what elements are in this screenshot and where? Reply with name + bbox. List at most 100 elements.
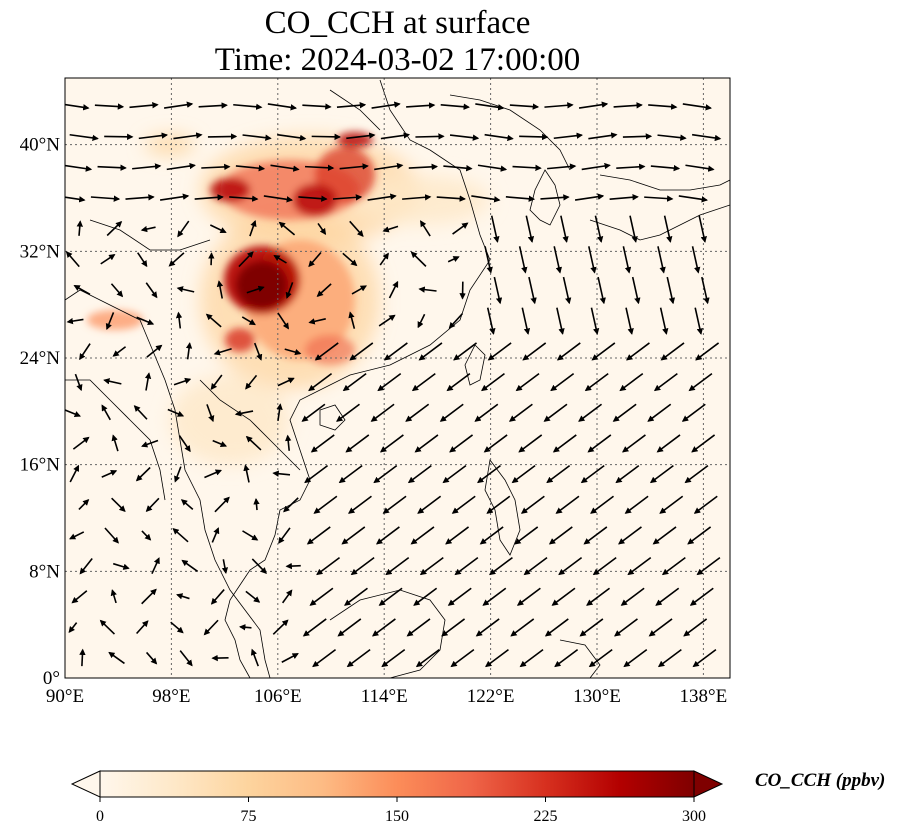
wind-arrow — [666, 276, 676, 305]
wind-arrow — [238, 251, 254, 268]
wind-arrow — [94, 103, 125, 110]
wind-arrow — [663, 215, 673, 243]
wind-arrow — [277, 312, 290, 330]
latitude-ticks: 0° 8°N 16°N 24°N 32°N 40°N — [20, 135, 61, 689]
wind-arrow — [198, 102, 228, 109]
wind-arrow — [211, 527, 220, 543]
wind-arrow — [194, 194, 224, 201]
wind-vectors — [65, 101, 722, 668]
wind-arrow — [550, 372, 575, 392]
wind-arrow — [145, 282, 158, 299]
wind-arrow — [177, 220, 190, 238]
wind-arrow — [647, 403, 672, 422]
wind-arrow — [659, 495, 684, 514]
wind-arrow — [683, 618, 708, 637]
wind-arrow — [597, 276, 606, 305]
wind-arrow — [370, 403, 395, 422]
wind-arrow — [209, 224, 227, 234]
wind-arrow — [212, 439, 228, 448]
wind-arrow — [379, 434, 404, 453]
wind-arrow — [112, 562, 130, 570]
wind-arrow — [474, 403, 499, 422]
wind-arrow — [477, 464, 501, 484]
wind-arrow — [97, 164, 127, 171]
wind-arrow — [481, 372, 505, 392]
wind-arrow — [512, 164, 542, 172]
wind-arrow — [591, 342, 616, 361]
lon-tick-label: 114°E — [361, 686, 408, 707]
wind-arrow — [548, 526, 573, 545]
wind-arrow — [344, 587, 368, 606]
wind-arrow — [313, 495, 338, 514]
coastlines — [65, 79, 730, 678]
wind-arrow — [657, 134, 687, 141]
wind-arrow — [176, 286, 195, 293]
lat-tick-label: 32°N — [20, 241, 61, 262]
wind-arrow — [285, 562, 301, 570]
wind-arrow — [684, 464, 709, 484]
colorbar-tick-label: 225 — [534, 808, 558, 825]
wind-arrow — [406, 618, 431, 637]
wind-arrow — [350, 556, 375, 576]
wind-arrow — [163, 101, 194, 109]
wind-arrow — [652, 526, 677, 545]
wind-arrow — [410, 251, 427, 267]
wind-arrow — [210, 374, 223, 391]
wind-arrow — [685, 164, 715, 172]
wind-arrow — [173, 132, 203, 140]
wind-arrow — [201, 163, 231, 171]
wind-arrow — [285, 282, 294, 299]
wind-arrow — [490, 215, 500, 243]
lon-tick-label: 138°E — [680, 686, 728, 707]
wind-arrow — [518, 434, 543, 453]
wind-arrow — [337, 618, 362, 637]
wind-arrow — [626, 342, 650, 361]
wind-arrow — [523, 556, 548, 576]
wind-arrow — [509, 103, 540, 110]
colorbar-gradient — [100, 771, 694, 797]
wind-arrow — [346, 648, 371, 668]
wind-arrow — [475, 618, 500, 637]
wind-arrow — [382, 225, 399, 233]
wind-arrow — [544, 102, 574, 109]
wind-arrow — [682, 103, 712, 111]
wind-arrow — [510, 618, 535, 637]
wind-arrow — [493, 276, 503, 305]
wind-arrow — [380, 132, 411, 140]
wind-arrow — [445, 526, 470, 545]
wind-arrow — [100, 254, 116, 265]
wind-arrow — [66, 317, 84, 325]
wind-arrow — [618, 526, 642, 545]
wind-arrow — [104, 527, 119, 544]
wind-arrow — [250, 648, 259, 667]
wind-arrow — [627, 556, 652, 576]
colorbar: 0 75 150 225 300 — [70, 770, 724, 825]
wind-arrow — [111, 497, 126, 513]
wind-arrow — [101, 470, 118, 478]
wind-arrow — [214, 496, 230, 513]
wind-arrow — [558, 556, 583, 576]
wind-arrow — [657, 648, 682, 668]
wind-arrow — [443, 164, 473, 172]
wind-arrow — [346, 132, 376, 140]
wind-arrow — [449, 434, 474, 453]
wind-arrow — [441, 618, 466, 637]
wind-arrow — [653, 372, 678, 392]
wind-arrow — [99, 619, 116, 635]
wind-arrow — [311, 133, 341, 141]
wind-arrow — [170, 621, 184, 634]
wind-arrow — [221, 559, 229, 574]
wind-arrow — [317, 222, 327, 235]
wind-arrow — [454, 556, 479, 576]
wind-arrow — [246, 285, 265, 294]
wind-arrow — [351, 285, 367, 295]
wind-arrow — [448, 312, 464, 329]
wind-arrow — [103, 378, 122, 385]
wind-arrow — [698, 215, 707, 243]
wind-arrow — [314, 342, 339, 361]
wind-arrow — [547, 163, 577, 170]
wind-arrow — [241, 316, 256, 326]
wind-arrow — [136, 316, 155, 326]
wind-arrow — [178, 435, 191, 453]
wind-arrow — [588, 648, 613, 668]
